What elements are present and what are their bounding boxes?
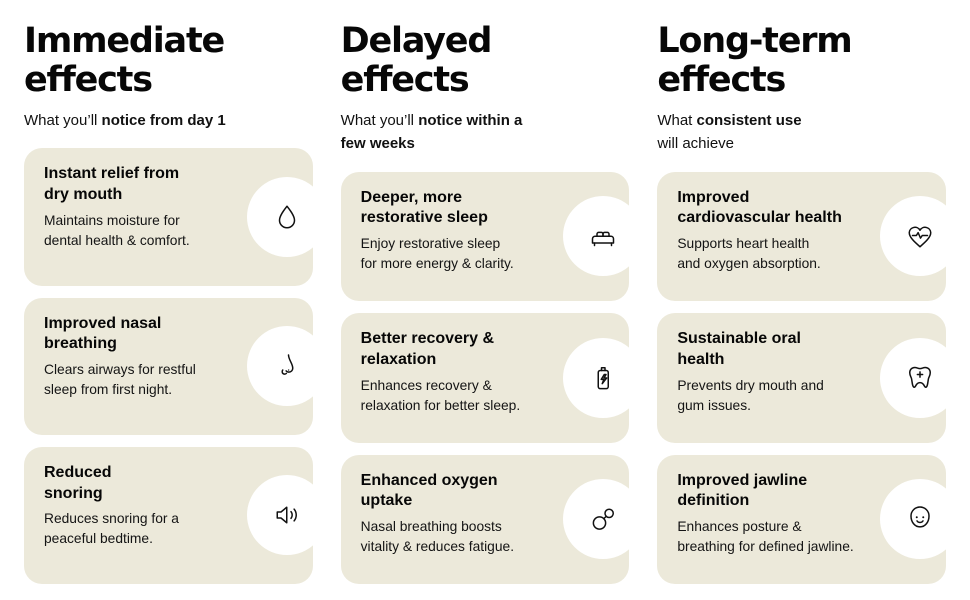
subtitle-bold-text: consistent use [696,112,802,129]
subtitle-text: will achieve [657,135,735,153]
card-title: Instant relief from dry mouth [44,165,180,204]
nose-icon [255,335,318,398]
card-deeper-restorative-sleep: Deeper, more restorative sleep Enjoy res… [340,171,635,301]
card-list: Instant relief from dry mouth Maintains … [24,148,318,584]
card-title: Better recovery & relaxation [360,330,495,368]
card-description: Nasal breathing boosts vitality & reduce… [360,519,515,555]
card-title: Deeper, more restorative sleep [360,188,488,227]
bed-icon [572,205,635,268]
subtitle-text: What you’ll [340,112,419,129]
card-description: Supports heart health and oxygen absorpt… [677,236,821,272]
column-delayed-effects: Delayed effects What you’ll notice withi… [340,21,635,584]
card-list: Deeper, more restorative sleep Enjoy res… [340,171,635,584]
subtitle-text: What you’ll [24,112,102,129]
column-title: Long-term effects [657,21,852,100]
speaker-icon [255,484,318,547]
card-instant-relief-dry-mouth: Instant relief from dry mouth Maintains … [24,148,318,286]
card-title: Improved jawline definition [677,471,808,510]
card-title: Sustainable oral health [677,330,801,368]
card-description: Prevents dry mouth and gum issues. [677,377,824,413]
card-improved-nasal-breathing: Improved nasal breathing Clears airways … [24,297,318,435]
card-list: Improved cardiovascular health Supports … [657,171,951,584]
column-subtitle: What you’ll notice from day 1 [24,109,234,132]
card-description: Enjoy restorative sleep for more energy … [360,236,514,272]
subtitle-text: What [657,112,697,129]
column-subtitle: What consistent use will achieve [657,109,867,156]
card-description: Reduces snoring for a peaceful bedtime. [44,511,179,547]
card-improved-cardiovascular-health: Improved cardiovascular health Supports … [657,171,951,301]
column-immediate-effects: Immediate effects What you’ll notice fro… [24,21,318,584]
card-title: Improved nasal breathing [44,314,162,353]
tooth-icon [888,346,951,409]
oxygen-molecule-icon [572,488,635,551]
card-improved-jawline-definition: Improved jawline definition Enhances pos… [657,454,951,584]
subtitle-bold-text: notice from day 1 [101,112,226,129]
card-title: Reduced snoring [44,463,112,502]
card-description: Maintains moisture for dental health & c… [44,212,190,248]
card-reduced-snoring: Reduced snoring Reduces snoring for a pe… [24,446,318,584]
jawline-face-icon [888,488,951,551]
card-description: Clears airways for restful sleep from fi… [44,362,196,398]
card-title: Enhanced oxygen uptake [360,471,498,510]
card-description: Enhances recovery & relaxation for bette… [360,377,521,413]
battery-charging-icon [572,346,635,409]
column-long-term-effects: Long-term effects What consistent use wi… [657,21,951,584]
column-subtitle: What you’ll notice within a few weeks [341,109,551,156]
column-title: Immediate effects [24,21,225,100]
card-sustainable-oral-health: Sustainable oral health Prevents dry mou… [657,313,951,443]
card-better-recovery-relaxation: Better recovery & relaxation Enhances re… [340,313,635,443]
heart-pulse-icon [888,205,951,268]
subtitle-bold-text: notice within a few weeks [340,112,523,153]
water-drop-icon [255,185,318,248]
column-title: Delayed effects [340,21,493,100]
card-description: Enhances posture & breathing for defined… [677,519,854,555]
card-enhanced-oxygen-uptake: Enhanced oxygen uptake Nasal breathing b… [340,454,635,584]
card-title: Improved cardiovascular health [677,188,842,227]
